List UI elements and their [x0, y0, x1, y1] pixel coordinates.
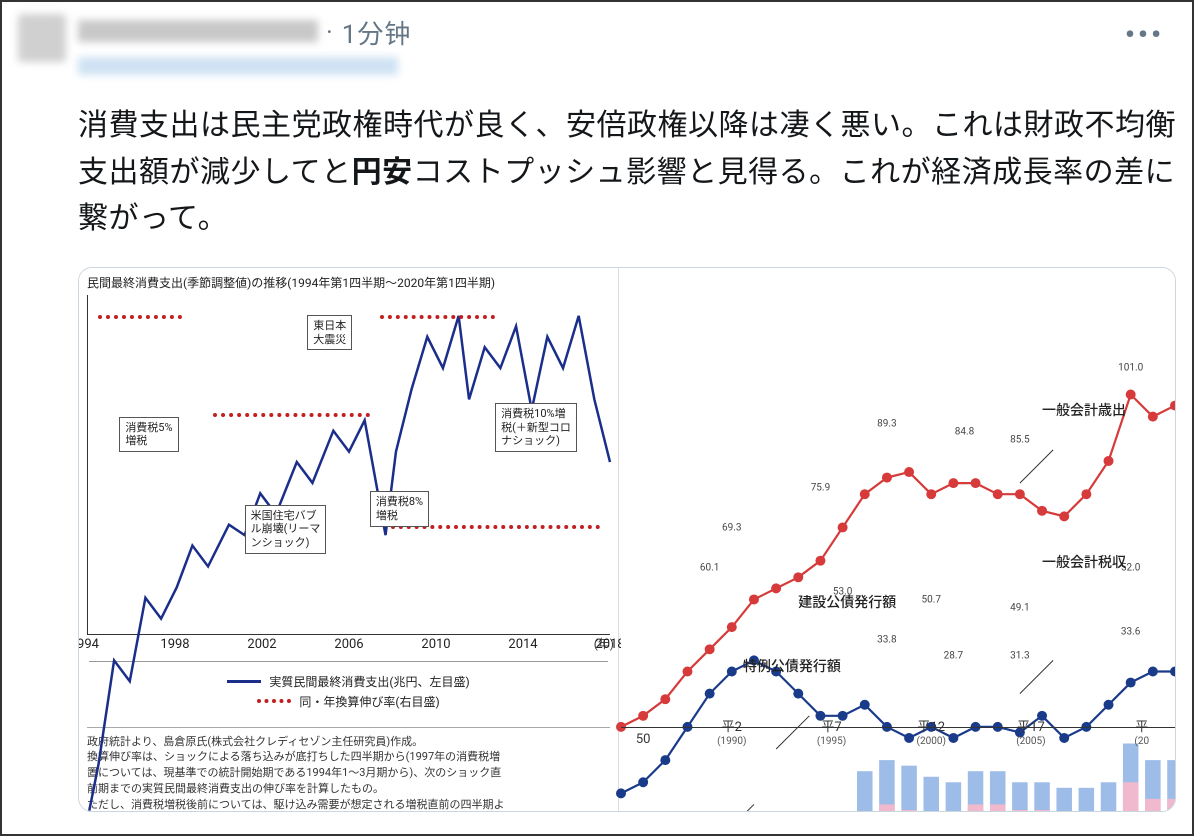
label-bar-pink: 特例公債発行額 [743, 656, 841, 676]
chart-left[interactable]: 民間最終消費支出(季節調整値)の推移(1994年第1四半期～2020年第1四半期… [79, 268, 619, 811]
right-chart-axis [621, 727, 1175, 728]
right-chart-bar-value: 33.6 [1121, 626, 1141, 637]
more-icon[interactable]: ••• [1125, 18, 1164, 51]
right-chart-bar-value: 33.8 [877, 634, 897, 645]
avatar[interactable] [18, 14, 66, 62]
right-chart-xtick: 平17(2005) [1016, 720, 1045, 748]
chart-callout: 米国住宅バブル崩壊(リーマンショック) [245, 505, 327, 554]
tweet-header: · 1分钟 ••• [18, 14, 1176, 75]
left-chart-xtick: 1998 [160, 637, 189, 652]
right-chart-value: 60.1 [700, 562, 720, 573]
right-chart-value: 101.0 [1118, 362, 1143, 373]
right-chart-bar-value: 28.7 [944, 650, 964, 661]
media-row: 民間最終消費支出(季節調整値)の推移(1994年第1四半期～2020年第1四半期… [78, 267, 1176, 812]
right-chart-value: 50.7 [921, 594, 941, 605]
right-chart-xtick: 平(20 [1134, 720, 1149, 748]
timestamp: 1分钟 [342, 14, 412, 51]
display-name[interactable] [78, 20, 318, 42]
dotted-segment [213, 413, 370, 417]
timestamp-sep: · [326, 18, 334, 48]
label-bar-blue: 建設公債発行額 [798, 592, 896, 612]
right-chart-value: 85.5 [1010, 434, 1030, 445]
chart-callout: 東日本大震災 [307, 315, 352, 351]
right-chart-value: 69.3 [722, 522, 742, 533]
chart-callout: 消費税5%増税 [119, 417, 178, 453]
left-chart-xtick: 2014 [508, 637, 537, 652]
tweet: · 1分钟 ••• 消費支出は民主党政権時代が良く、安倍政権以降は凄く悪い。これ… [2, 2, 1192, 824]
right-chart-value: 84.8 [955, 426, 975, 437]
label-red: 一般会計歳出 [1042, 400, 1126, 420]
right-chart-xtick: 平2(1990) [717, 720, 746, 748]
left-chart-plot: (年) 994199820022006201020142018消費税5%増税東日… [87, 295, 610, 635]
right-chart-bar-value: 31.3 [1010, 650, 1030, 661]
right-chart-xtick: 平12(2000) [917, 720, 946, 748]
right-chart-value: 89.3 [877, 418, 897, 429]
chart-right[interactable]: 50 平2(1990) 平7(1995) 平12(2000) 平17(2005) 平(20… [621, 268, 1175, 811]
handle[interactable] [78, 57, 398, 75]
right-chart-xtick: 平7(1995) [817, 720, 846, 748]
left-chart-title: 民間最終消費支出(季節調整値)の推移(1994年第1四半期～2020年第1四半期… [79, 268, 618, 293]
left-chart-xtick: 2006 [334, 637, 363, 652]
right-chart-plot: 50平2(1990)平7(1995)平12(2000)平17(2005)平(20… [621, 328, 1175, 728]
left-chart-xtick: 994 [78, 637, 99, 652]
dotted-segment [98, 315, 182, 319]
left-chart-xtick: 2002 [247, 637, 276, 652]
right-chart-value: 75.9 [811, 482, 831, 493]
left-chart-xtick: 2010 [421, 637, 450, 652]
label-blue: 一般会計税収 [1042, 552, 1126, 572]
user-block: · 1分钟 [78, 14, 411, 75]
text-bold: 円安 [352, 155, 413, 190]
chart-callout: 消費税8%増税 [370, 491, 429, 527]
right-chart-value: 49.1 [1010, 602, 1030, 613]
chart-callout: 消費税10%増税(＋新型コロナショック) [495, 403, 577, 452]
right-chart-xtick: 50 [636, 732, 651, 748]
dotted-segment [380, 315, 495, 319]
tweet-text: 消費支出は民主党政権時代が良く、安倍政権以降は凄く悪い。これは財政不均衡支出額が… [78, 103, 1176, 243]
